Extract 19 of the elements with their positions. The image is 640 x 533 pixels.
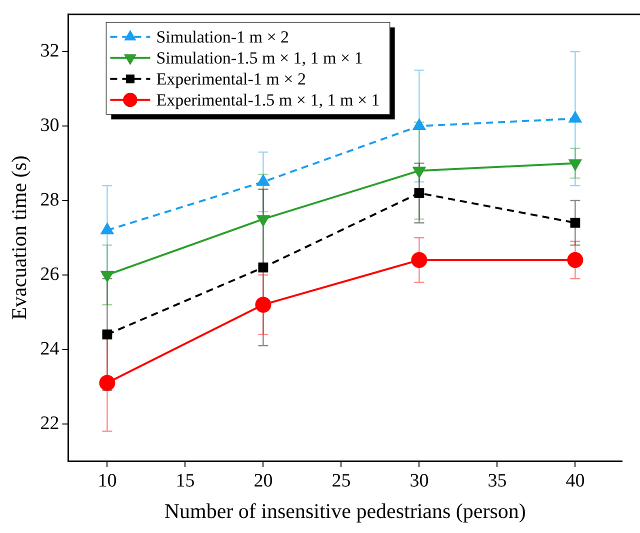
y-tick-label: 26: [40, 264, 60, 285]
legend-label: Simulation-1.5 m × 1, 1 m × 1: [156, 48, 363, 68]
x-tick-label: 25: [332, 470, 351, 492]
legend-label: Simulation-1 m × 2: [156, 27, 290, 46]
y-tick-label: 30: [40, 115, 60, 136]
legend-label: Experimental-1 m × 2: [156, 69, 306, 88]
x-tick-label: 20: [254, 470, 273, 492]
legend-label: Experimental-1.5 m × 1, 1 m × 1: [156, 90, 380, 110]
y-tick-label: 32: [40, 40, 60, 62]
y-tick-label: 22: [40, 412, 60, 434]
y-tick-label: 28: [40, 189, 60, 210]
x-tick-label: 30: [410, 470, 429, 492]
x-tick-label: 15: [176, 470, 195, 492]
x-tick-label: 10: [98, 470, 117, 492]
x-tick-label: 40: [566, 470, 585, 492]
y-tick-label: 24: [40, 338, 60, 360]
y-axis-title: Evacuation time (s): [7, 155, 32, 320]
x-tick-label: 35: [488, 470, 507, 492]
x-axis-title: Number of insensitive pedestrians (person): [164, 498, 526, 523]
